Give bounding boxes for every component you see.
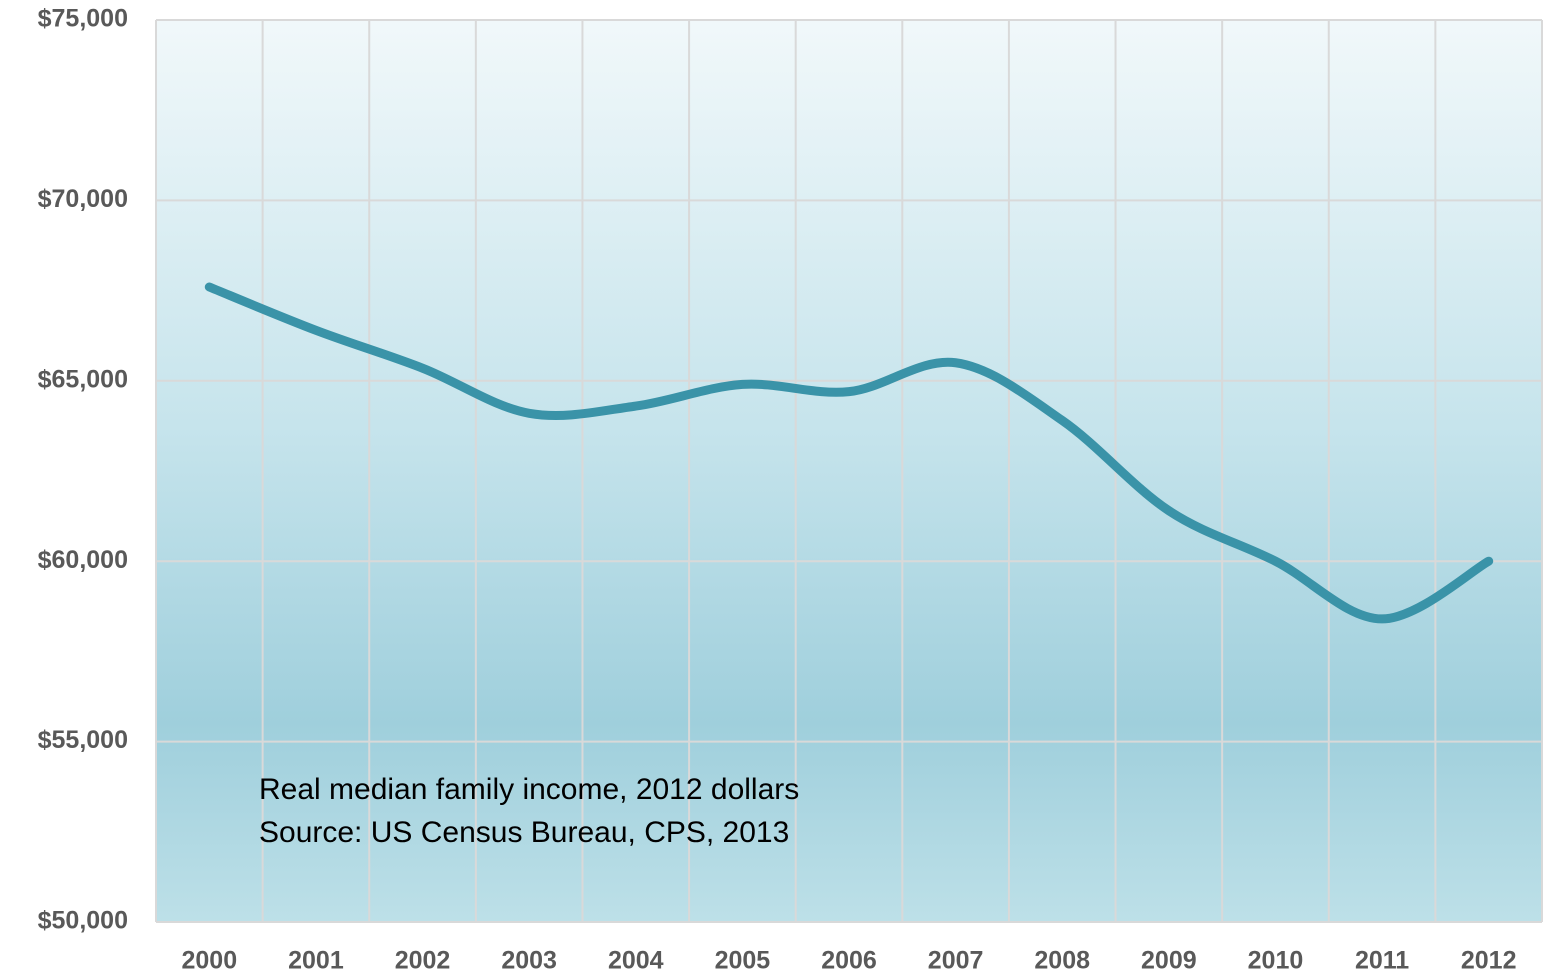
y-tick-label: $60,000 [38,546,128,574]
y-tick-label: $55,000 [38,726,128,754]
x-tick-label: 2008 [1034,947,1090,975]
annotation: Source: US Census Bureau, CPS, 2013 [259,816,789,849]
x-tick-label: 2000 [181,947,237,975]
y-tick-label: $50,000 [38,907,128,935]
y-tick-label: $65,000 [38,365,128,393]
x-tick-label: 2006 [821,947,877,975]
x-tick-label: 2009 [1141,947,1197,975]
x-tick-label: 2004 [608,947,664,975]
x-tick-label: 2001 [288,947,344,975]
line-series [204,282,1494,624]
x-tick-label: 2002 [395,947,451,975]
y-tick-label: $70,000 [38,185,128,213]
plot-area [156,20,1542,922]
annotation: Real median family income, 2012 dollars [259,773,799,806]
x-tick-label: 2012 [1461,947,1517,975]
x-tick-label: 2011 [1355,947,1409,975]
x-tick-label: 2010 [1248,947,1304,975]
x-tick-label: 2003 [501,947,557,975]
x-tick-label: 2007 [928,947,984,975]
x-tick-label: 2005 [715,947,771,975]
y-tick-label: $75,000 [38,5,128,33]
